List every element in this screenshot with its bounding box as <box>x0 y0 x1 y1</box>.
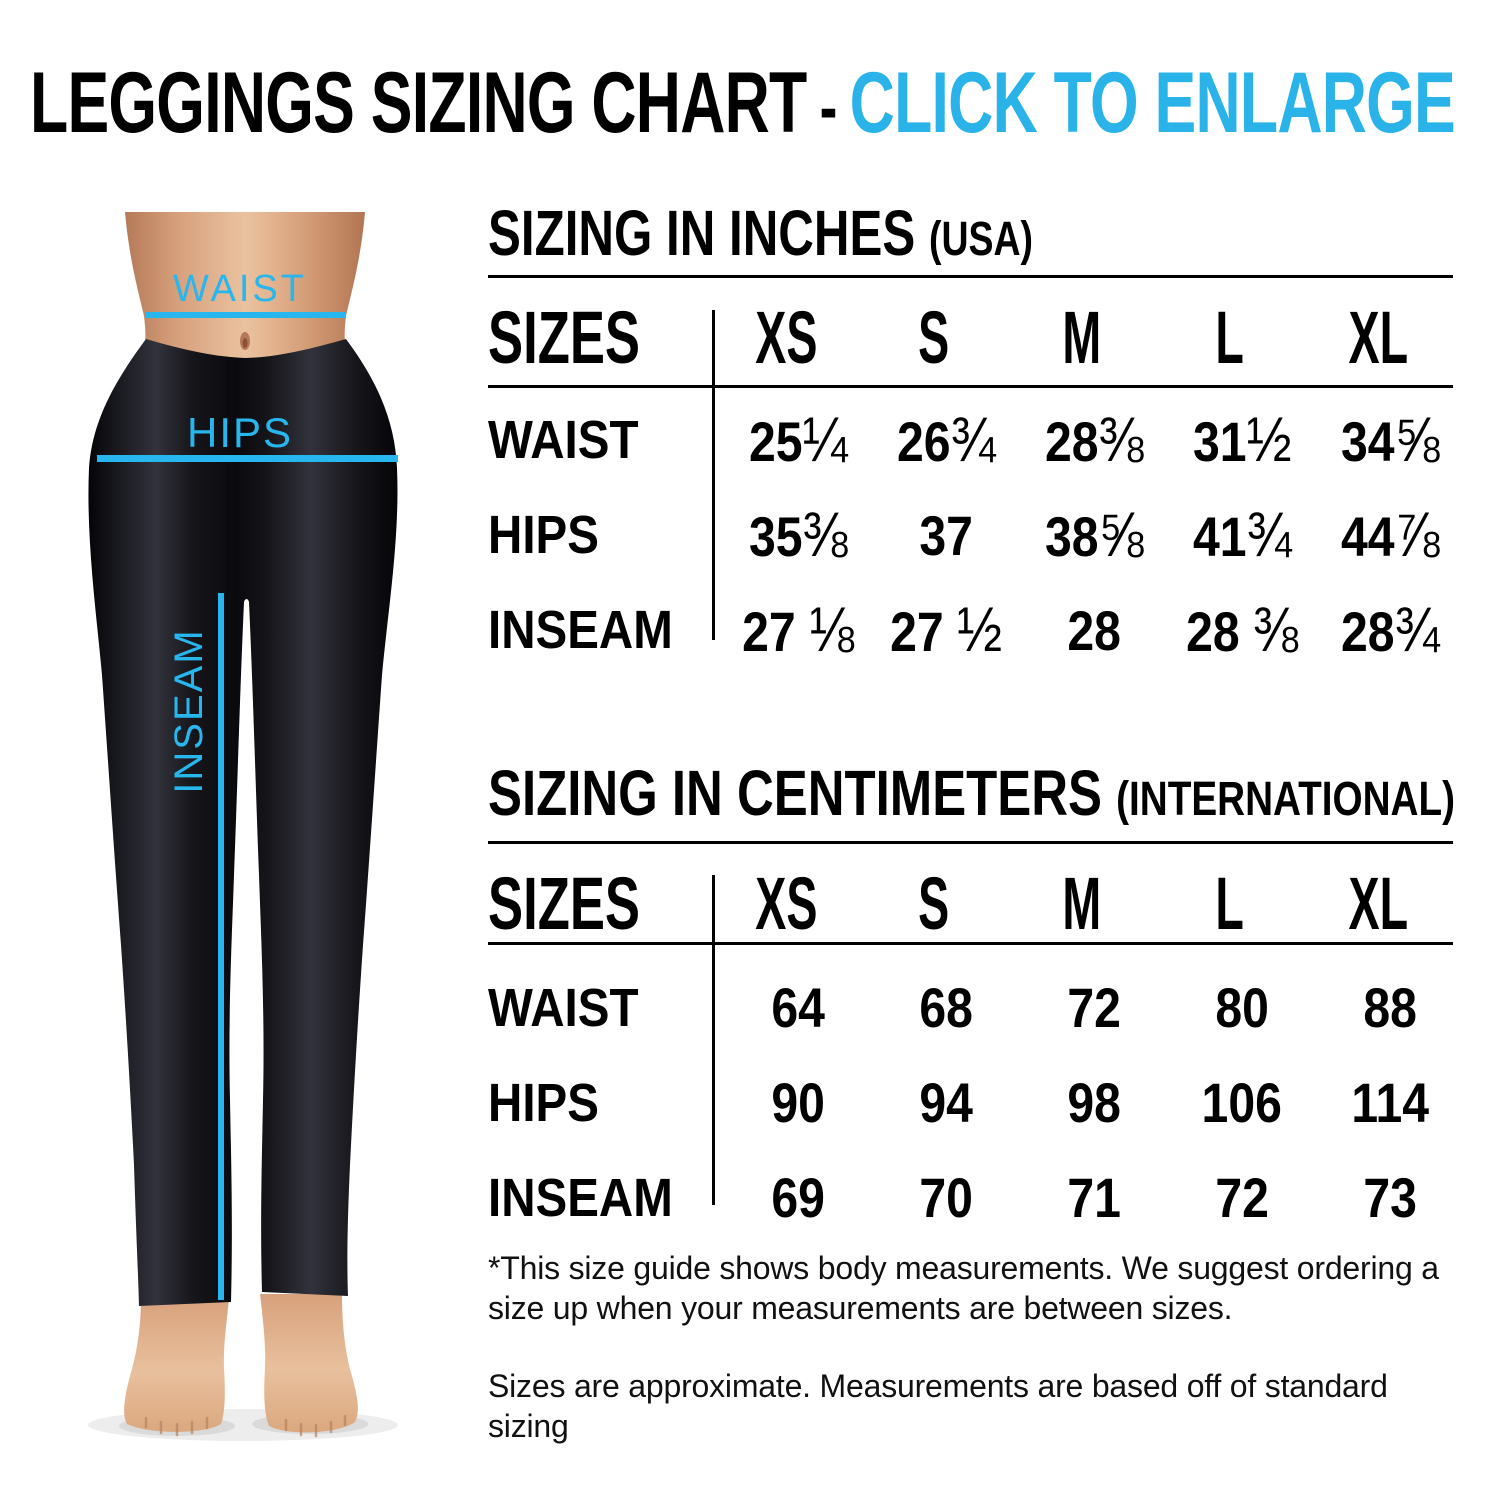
centimeters-heading-text: SIZING IN CENTIMETERS <box>488 757 1102 829</box>
inches-table: SIZING IN INCHES (USA) SIZES XS S M L XL… <box>488 195 1453 755</box>
title-separator: - <box>819 67 838 148</box>
footnote-body-measurements: *This size guide shows body measurements… <box>488 1250 1439 1326</box>
hips-label: HIPS <box>187 409 293 456</box>
size-value: 31½ <box>1192 405 1292 475</box>
table-row-inseam: INSEAM 69 70 71 72 73 <box>488 1167 1453 1229</box>
centimeters-header-row: SIZES XS S M L XL <box>488 862 1453 945</box>
page-title: LEGGINGS SIZING CHART - CLICK TO ENLARGE <box>30 60 1456 151</box>
table-row-inseam: INSEAM 27 ⅛ 27 ½ 28 28 ⅜ 28¾ <box>488 595 1453 665</box>
size-value: 88 <box>1363 976 1417 1039</box>
click-to-enlarge-link[interactable]: CLICK TO ENLARGE <box>849 55 1456 151</box>
size-value: 114 <box>1351 1071 1429 1134</box>
column-header-s: S <box>918 296 950 379</box>
left-foot <box>124 1298 229 1432</box>
hips-measure-line <box>97 455 398 462</box>
inseam-label: INSEAM <box>167 628 211 793</box>
sizes-header: SIZES <box>488 296 640 379</box>
size-value: 94 <box>919 1071 973 1134</box>
inches-heading: SIZING IN INCHES (USA) <box>488 201 1196 271</box>
size-value: 68 <box>919 976 973 1039</box>
size-value: 44⅞ <box>1340 500 1440 570</box>
column-header-xs: XS <box>754 862 818 945</box>
column-header-m: M <box>1062 862 1102 945</box>
table-row-waist: WAIST 64 68 72 80 88 <box>488 977 1453 1039</box>
leggings-model-image[interactable]: WAIST HIPS INSEAM <box>55 170 485 1480</box>
size-value: 98 <box>1067 1071 1121 1134</box>
row-label-waist: WAIST <box>488 978 639 1038</box>
size-value: 27 ⅛ <box>742 595 854 665</box>
row-label-waist: WAIST <box>488 410 639 470</box>
toes <box>144 1414 347 1438</box>
size-value: 37 <box>919 504 973 567</box>
size-value: 38⅝ <box>1044 500 1144 570</box>
centimeters-heading: SIZING IN CENTIMETERS (INTERNATIONAL) <box>488 761 1500 831</box>
size-value: 28¾ <box>1340 595 1440 665</box>
torso-skin <box>125 212 365 375</box>
size-value: 64 <box>771 976 825 1039</box>
row-label-hips: HIPS <box>488 1073 599 1133</box>
size-value: 72 <box>1067 976 1121 1039</box>
centimeters-heading-region: (INTERNATIONAL) <box>1116 772 1455 826</box>
inches-heading-text: SIZING IN INCHES <box>488 197 916 269</box>
row-label-hips: HIPS <box>488 505 599 565</box>
centimeters-table: SIZING IN CENTIMETERS (INTERNATIONAL) SI… <box>488 755 1455 1315</box>
size-value: 25¼ <box>748 405 848 475</box>
row-label-inseam: INSEAM <box>488 1168 673 1228</box>
table-vertical-divider <box>712 310 715 640</box>
divider-line <box>488 841 1453 844</box>
size-value: 35⅜ <box>748 500 848 570</box>
size-value: 34⅝ <box>1340 405 1440 475</box>
divider-line <box>488 942 1453 945</box>
size-value: 41¾ <box>1192 500 1292 570</box>
table-row-waist: WAIST 25¼ 26¾ 28⅜ 31½ 34⅝ <box>488 405 1453 475</box>
column-header-m: M <box>1062 296 1102 379</box>
waist-label: WAIST <box>173 268 307 310</box>
footnotes: *This size guide shows body measurements… <box>488 1248 1463 1446</box>
size-value: 26¾ <box>896 405 996 475</box>
column-header-xs: XS <box>754 296 818 379</box>
size-value: 28 ⅜ <box>1186 595 1298 665</box>
row-label-inseam: INSEAM <box>488 600 673 660</box>
size-value: 27 ½ <box>890 595 1002 665</box>
size-value: 90 <box>771 1071 825 1134</box>
column-header-l: L <box>1215 862 1245 945</box>
inseam-measure-line <box>218 593 224 1300</box>
column-header-s: S <box>918 862 950 945</box>
size-value: 69 <box>771 1166 825 1229</box>
column-header-l: L <box>1215 296 1245 379</box>
inches-header-row: SIZES XS S M L XL <box>488 296 1453 379</box>
column-header-xl: XL <box>1348 296 1408 379</box>
divider-line <box>488 385 1453 388</box>
size-value: 28 <box>1067 599 1121 662</box>
size-value: 28⅜ <box>1044 405 1144 475</box>
size-value: 80 <box>1215 976 1269 1039</box>
navel-inner <box>242 338 248 348</box>
table-vertical-divider <box>712 875 715 1205</box>
footnote-approximate-sizing: Sizes are approximate. Measurements are … <box>488 1368 1388 1444</box>
table-row-hips: HIPS 35⅜ 37 38⅝ 41¾ 44⅞ <box>488 500 1453 570</box>
divider-line <box>488 275 1453 278</box>
right-foot <box>260 1294 358 1433</box>
size-value: 106 <box>1201 1071 1283 1134</box>
size-value: 72 <box>1215 1166 1269 1229</box>
title-text: LEGGINGS SIZING CHART <box>30 55 807 151</box>
size-value: 71 <box>1067 1166 1121 1229</box>
inches-heading-region: (USA) <box>928 212 1033 266</box>
table-row-hips: HIPS 90 94 98 106 114 <box>488 1072 1453 1134</box>
size-value: 73 <box>1363 1166 1417 1229</box>
waist-measure-line <box>145 312 345 318</box>
column-header-xl: XL <box>1348 862 1408 945</box>
sizes-header: SIZES <box>488 862 640 945</box>
size-value: 70 <box>919 1166 973 1229</box>
leggings <box>88 339 398 1306</box>
